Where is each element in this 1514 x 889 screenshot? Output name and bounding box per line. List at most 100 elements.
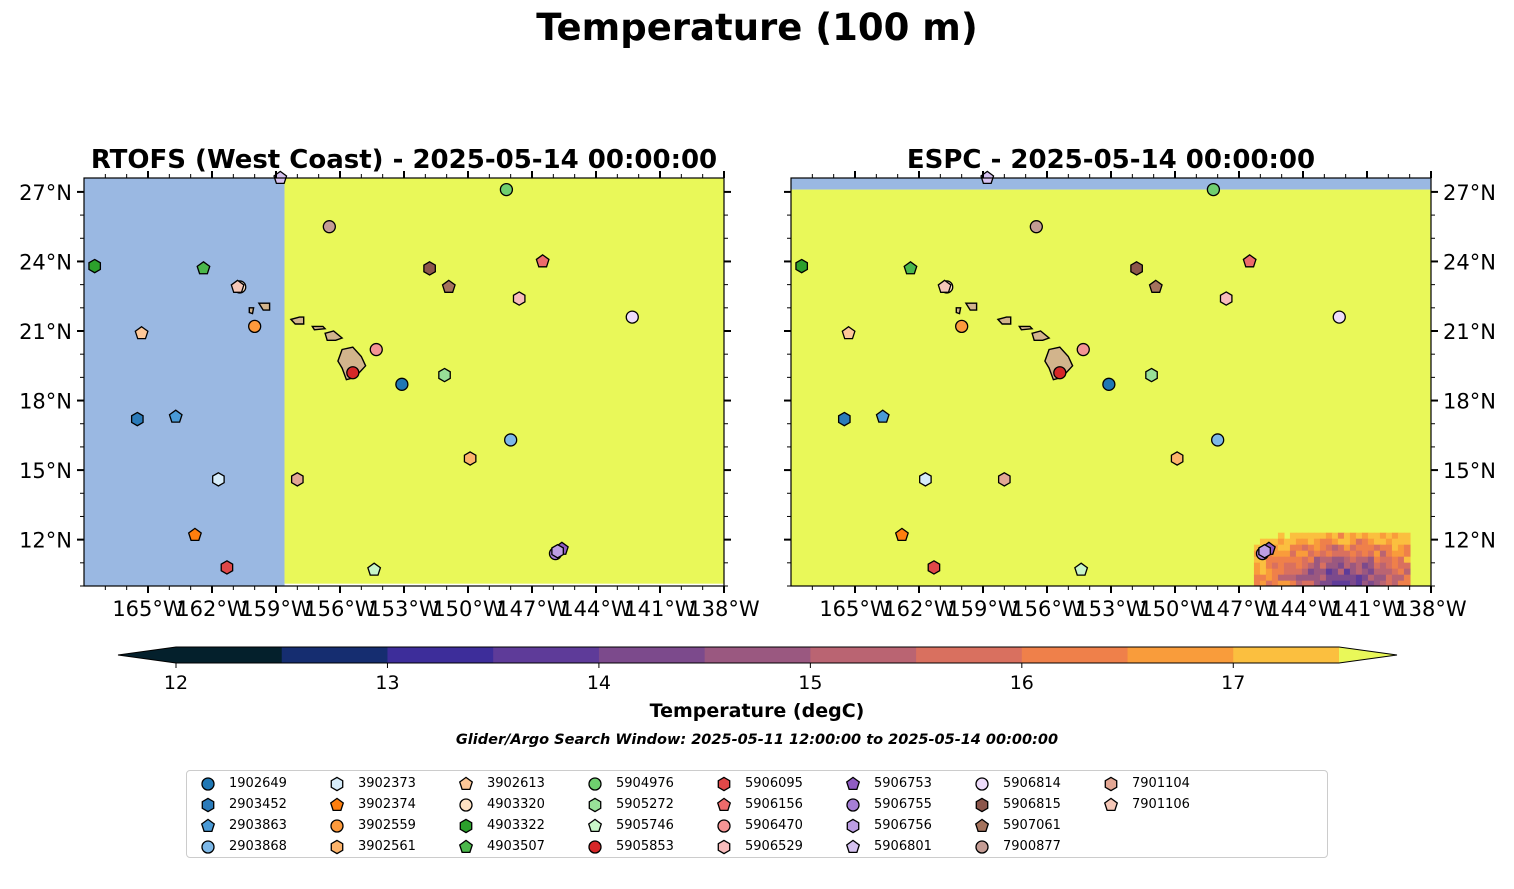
legend-marker (329, 797, 345, 811)
legend-marker-shape (1104, 776, 1118, 792)
float-1902649 (1102, 377, 1116, 391)
map-panel-espc: 165°W162°W159°W156°W153°W150°W147°W144°W… (784, 145, 1496, 621)
legend-marker (201, 777, 215, 791)
legend-label: 5904976 (616, 776, 674, 791)
legend-marker (200, 818, 216, 832)
float-5905746 (1074, 562, 1089, 576)
legend-label: 3902613 (487, 776, 545, 791)
colorbar-segment (1233, 647, 1340, 663)
float-5906815 (1130, 261, 1143, 276)
colorbar-tick-label: 16 (1010, 672, 1034, 694)
x-tick-label: 144°W (560, 597, 632, 621)
colorbar-label: Temperature (degC) (649, 700, 865, 722)
colorbar-tick-label: 14 (587, 672, 611, 694)
float-markers (88, 170, 639, 576)
legend-label: 3902374 (358, 797, 416, 812)
legend-marker (588, 777, 602, 791)
search-window-note: Glider/Argo Search Window: 2025-05-11 12… (455, 732, 1059, 748)
legend-marker (458, 776, 474, 790)
legend-marker-shape (330, 776, 344, 792)
panel-title: ESPC - 2025-05-14 00:00:00 (907, 145, 1315, 175)
legend-label: 5906755 (874, 797, 932, 812)
legend-label: 5905272 (616, 797, 674, 812)
legend-marker-shape (846, 818, 860, 834)
legend-label: 2903868 (229, 839, 287, 854)
colorbar-segment (176, 647, 283, 663)
island (248, 307, 255, 315)
island (324, 330, 344, 341)
float-7900877 (322, 220, 336, 234)
legend-label: 5906470 (745, 818, 803, 833)
float-5906095 (220, 560, 234, 575)
x-tick-label: 159°W (947, 597, 1019, 621)
legend-label: 2903452 (229, 797, 287, 812)
colorbar: 12 13 14 15 16 17 (117, 646, 1398, 694)
no-data-region (84, 178, 285, 586)
island (311, 325, 327, 331)
float-5905746 (367, 562, 382, 576)
float-7901104 (290, 472, 304, 487)
legend-marker (588, 840, 602, 854)
legend-label: 3902561 (358, 839, 416, 854)
float-5906470 (1076, 342, 1090, 357)
x-tick-label: 159°W (240, 597, 312, 621)
float-5906814 (625, 310, 639, 324)
legend-marker (1104, 776, 1118, 792)
float-2903452 (837, 411, 851, 427)
float-3902374 (894, 527, 909, 541)
float-7901106 (230, 279, 245, 293)
legend-marker-shape (717, 839, 731, 855)
y-tick-label: 12°N (1443, 529, 1496, 553)
legend-marker (459, 818, 473, 834)
y-tick-label: 21°N (19, 320, 72, 344)
float-1902649 (395, 377, 409, 391)
legend-marker (975, 840, 989, 854)
y-tick-label: 18°N (19, 390, 72, 414)
legend-marker (587, 818, 603, 832)
map-panel-rtofs: 165°W162°W159°W156°W153°W150°W147°W144°W… (19, 145, 760, 621)
float-5907061 (1148, 279, 1163, 293)
float-3902613 (841, 325, 856, 340)
float-2903863 (168, 409, 183, 423)
legend-marker (459, 798, 473, 812)
colorbar-tick-label: 15 (798, 672, 822, 694)
y-tick-label: 24°N (1443, 250, 1496, 274)
legend-marker (975, 777, 989, 791)
x-tick-label: 141°W (1331, 597, 1403, 621)
island (1031, 330, 1051, 341)
legend-marker-shape (588, 840, 602, 854)
colorbar-segment (598, 647, 706, 663)
float-5906156 (1242, 254, 1257, 268)
x-tick-label: 147°W (1203, 597, 1275, 621)
x-tick-label: 147°W (496, 597, 568, 621)
colorbar-segment (810, 647, 917, 663)
y-tick-label: 27°N (1443, 181, 1496, 205)
float-3902373 (919, 472, 932, 487)
legend-label: 5907061 (1003, 818, 1061, 833)
legend-marker (717, 819, 731, 833)
x-tick-label: 165°W (819, 597, 891, 621)
legend-label: 5906753 (874, 776, 932, 791)
legend-label: 4903320 (487, 797, 545, 812)
legend-label: 5906814 (1003, 776, 1061, 791)
float-5904976 (1206, 182, 1221, 197)
legend-marker-shape (201, 777, 215, 791)
float-markers (795, 170, 1346, 576)
island (1018, 325, 1034, 331)
legend-marker-shape (845, 776, 861, 790)
float-5904976 (499, 182, 514, 197)
float-5906756 (551, 543, 564, 559)
colorbar-segment (1021, 647, 1129, 663)
float-4903507 (196, 261, 211, 275)
float-3902373 (212, 472, 225, 487)
legend-marker (845, 776, 861, 790)
legend-marker-shape (200, 818, 216, 832)
legend-marker-shape (330, 819, 344, 833)
legend-marker-shape (845, 839, 861, 853)
colorbar-max-extension (1339, 647, 1397, 663)
panel-title: RTOFS (West Coast) - 2025-05-14 00:00:00 (91, 145, 717, 175)
legend-marker-shape (975, 797, 989, 813)
float-5906529 (1219, 291, 1233, 306)
x-tick-label: 153°W (1075, 597, 1147, 621)
